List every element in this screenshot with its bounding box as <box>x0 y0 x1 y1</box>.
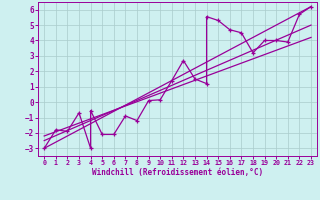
X-axis label: Windchill (Refroidissement éolien,°C): Windchill (Refroidissement éolien,°C) <box>92 168 263 177</box>
